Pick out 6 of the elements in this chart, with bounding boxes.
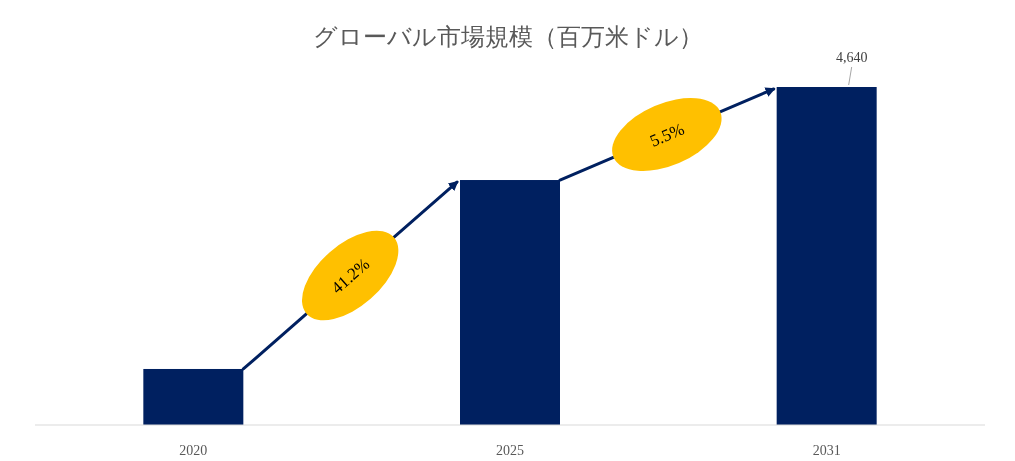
x-tick-label: 2025	[496, 443, 524, 458]
x-tick-label: 2031	[812, 443, 841, 458]
data-label: 4,640	[835, 50, 868, 65]
annotation: 5.5%	[647, 119, 688, 151]
x-tick-label: 2020	[179, 443, 208, 458]
chart-title: グローバル市場規模（百万米ドル）	[312, 23, 703, 51]
